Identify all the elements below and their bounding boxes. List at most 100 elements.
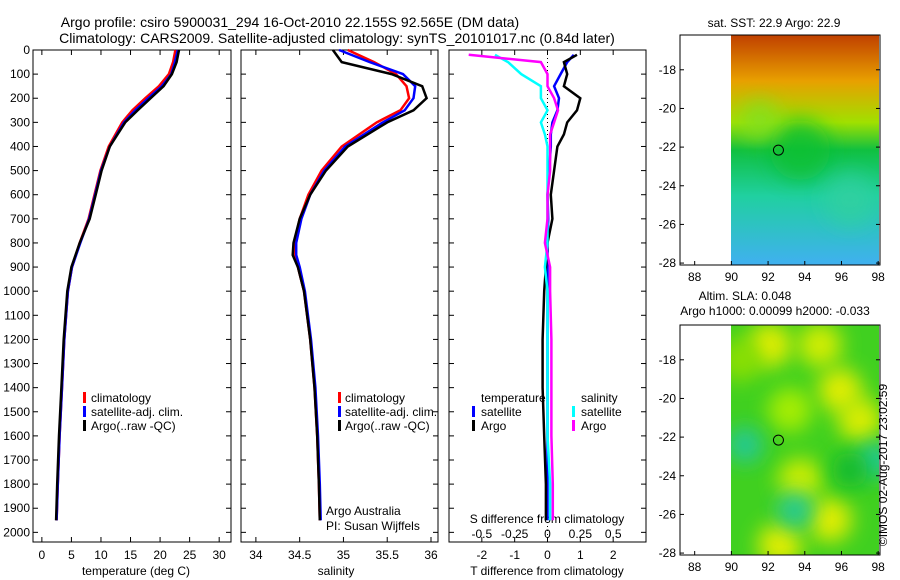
y-tick-label: 1700 xyxy=(3,453,30,467)
lat-tick-label: -24 xyxy=(659,469,677,483)
plot-frame-salinity xyxy=(240,49,439,543)
map-color-patch xyxy=(825,175,875,225)
y-tick-label: 1100 xyxy=(4,308,30,322)
lon-tick-label: 96 xyxy=(835,270,849,284)
t-diff-xlabel: T difference from climatology xyxy=(470,564,624,578)
map-color-patch xyxy=(838,398,879,442)
y-tick-label: 2000 xyxy=(3,525,30,539)
lon-tick-label: 96 xyxy=(835,560,849,574)
lon-tick-label: 92 xyxy=(761,560,775,574)
y-tick-label: 1000 xyxy=(3,284,30,298)
sla-map-title: Altim. SLA: 0.048 xyxy=(699,289,792,303)
lon-tick-label: 88 xyxy=(688,560,702,574)
s-tick-label: 0.5 xyxy=(605,527,622,541)
legend-label: Argo(..raw -QC) xyxy=(345,419,430,433)
legend-label: satellite-adj. clim. xyxy=(345,405,437,419)
legend-title-salinity: salinity xyxy=(581,391,618,405)
x-tick-label: 20 xyxy=(153,548,167,562)
lat-tick-label: -28 xyxy=(659,256,677,270)
x-tick-label: 0 xyxy=(544,548,551,562)
lon-tick-label: 98 xyxy=(871,560,885,574)
y-tick-label: 600 xyxy=(10,188,30,202)
y-tick-label: 0 xyxy=(23,43,30,57)
lat-tick-label: -18 xyxy=(659,63,677,77)
lat-tick-label: -22 xyxy=(659,430,677,444)
x-tick-label: 34.5 xyxy=(288,548,312,562)
s-tick-label: -0.5 xyxy=(471,527,492,541)
difference-line-s-satellite xyxy=(494,53,552,521)
x-tick-label: 1 xyxy=(577,548,584,562)
y-tick-label: 1800 xyxy=(3,477,30,491)
lat-tick-label: -28 xyxy=(659,546,677,560)
x-tick-label: 2 xyxy=(610,548,617,562)
legend-swatch-t-satellite xyxy=(472,406,475,417)
map-color-patch xyxy=(731,338,762,382)
salinity-xlabel: salinity xyxy=(318,564,355,578)
lon-tick-label: 88 xyxy=(688,270,702,284)
title-line-1: Argo profile: csiro 5900031_294 16-Oct-2… xyxy=(61,14,519,30)
x-tick-label: 5 xyxy=(68,548,75,562)
legend-swatch-climatology xyxy=(338,392,341,403)
difference-line-s-argo xyxy=(468,53,560,521)
legend-label: Argo xyxy=(481,419,507,433)
y-tick-label: 700 xyxy=(10,212,30,226)
y-tick-label: 800 xyxy=(10,236,30,250)
argo-position-marker xyxy=(772,144,784,156)
y-tick-label: 1400 xyxy=(3,381,30,395)
legend-label: climatology xyxy=(345,391,405,405)
map-color-patch xyxy=(758,523,802,555)
y-tick-label: 200 xyxy=(10,91,30,105)
argo-position-marker xyxy=(772,434,784,446)
lon-tick-label: 94 xyxy=(798,270,812,284)
legend-label: climatology xyxy=(91,391,151,405)
map-color-patch xyxy=(808,498,852,542)
x-tick-label: -2 xyxy=(476,548,487,562)
x-tick-label: -1 xyxy=(509,548,520,562)
legend-label: satellite xyxy=(581,405,622,419)
lon-tick-label: 98 xyxy=(871,270,885,284)
profile-line-satellite-adj-clim- xyxy=(294,48,417,521)
plot-frame-temperature xyxy=(32,49,232,543)
s-tick-label: 0 xyxy=(544,527,551,541)
map-color-patch xyxy=(832,452,868,488)
lat-tick-label: -18 xyxy=(659,353,677,367)
legend-swatch-argo xyxy=(83,420,86,431)
legend-label: Argo(..raw -QC) xyxy=(91,419,176,433)
lon-tick-label: 90 xyxy=(725,270,739,284)
s-tick-label: 0.25 xyxy=(569,527,593,541)
legend-swatch-s-argo xyxy=(572,420,575,431)
legend-swatch-s-satellite xyxy=(572,406,575,417)
map-color-patch xyxy=(731,427,763,463)
sst-map-field xyxy=(731,35,879,265)
difference-legend: temperature satellite Argo salinity sate… xyxy=(472,391,622,433)
y-tick-label: 400 xyxy=(10,139,30,153)
legend-swatch-argo xyxy=(338,420,341,431)
sla-map-field xyxy=(731,325,879,555)
annotation-pi: PI: Susan Wijffels xyxy=(326,519,420,533)
y-tick-label: 100 xyxy=(10,67,30,81)
title-line-2: Climatology: CARS2009. Satellite-adjuste… xyxy=(59,30,615,46)
x-tick-label: 34 xyxy=(249,548,263,562)
sla-map-frame xyxy=(679,324,881,556)
x-tick-label: 35 xyxy=(337,548,351,562)
y-tick-label: 1300 xyxy=(3,357,30,371)
s-tick-label: -0.25 xyxy=(501,527,529,541)
x-tick-label: 15 xyxy=(124,548,138,562)
salinity-legend: climatology satellite-adj. clim. Argo(..… xyxy=(338,391,437,433)
temperature-xlabel: temperature (deg C) xyxy=(82,564,190,578)
legend-swatch-satellite xyxy=(338,406,341,417)
y-tick-label: 1900 xyxy=(3,501,30,515)
lat-tick-label: -26 xyxy=(659,507,677,521)
x-tick-label: 36 xyxy=(424,548,438,562)
legend-label: Argo xyxy=(581,419,607,433)
profile-line-satellite-adj-clim- xyxy=(55,49,180,521)
lat-tick-label: -22 xyxy=(659,140,677,154)
sst-map-frame xyxy=(679,34,881,266)
sla-map-subtitle: Argo h1000: 0.00099 h2000: -0.033 xyxy=(680,304,870,318)
map-color-patch xyxy=(768,388,812,432)
lat-tick-label: -20 xyxy=(659,391,677,405)
annotation-argo-australia: Argo Australia xyxy=(326,504,401,518)
sst-map-title: sat. SST: 22.9 Argo: 22.9 xyxy=(708,16,841,30)
